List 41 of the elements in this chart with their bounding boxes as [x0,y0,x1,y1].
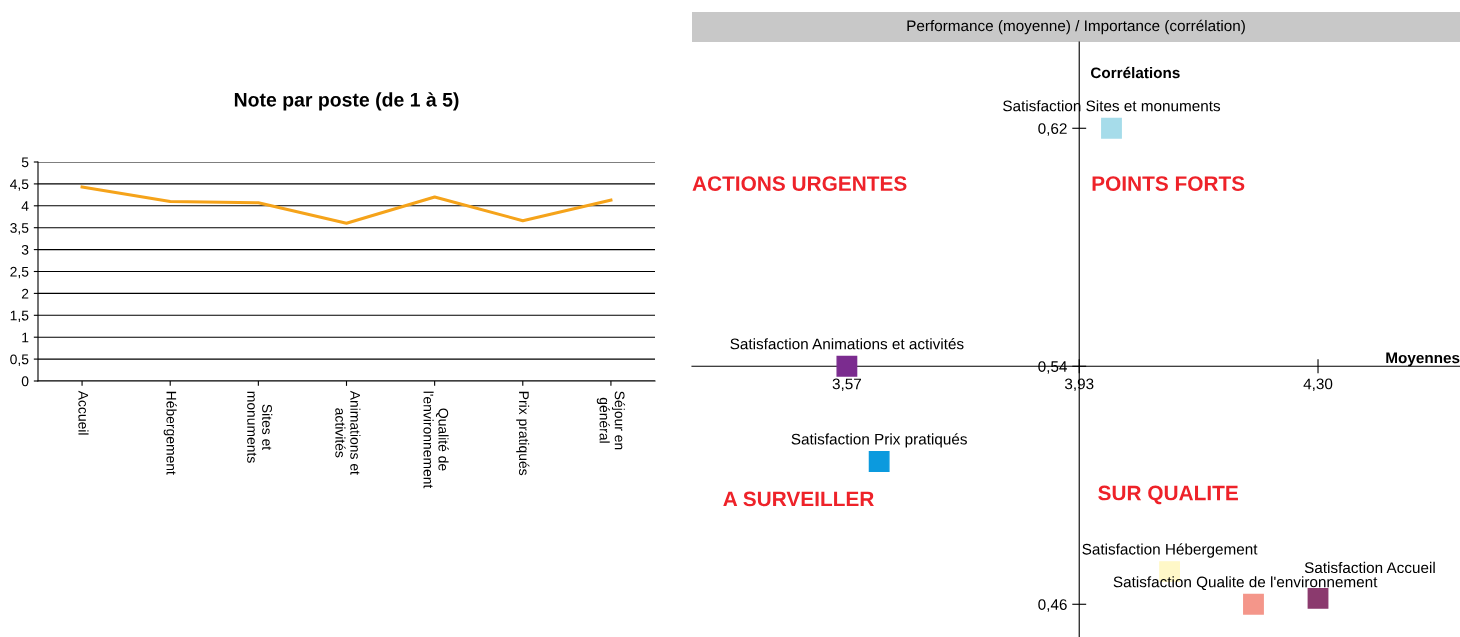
y-tick-label: 4,5 [9,179,29,191]
y-tick-label: 0,46 [1038,599,1067,612]
series-label: Satisfaction Accueil [1304,561,1435,574]
point [1307,587,1329,609]
point [868,451,890,472]
x-axis-title: Moyennes [1386,352,1460,367]
x-tick-label: Prix pratiqués [516,391,530,476]
x-tick-label: Sites et monuments [247,391,273,463]
annotation: A SURVEILLER [723,491,874,507]
x-tick-label: Animations et activités [335,390,361,475]
point [1101,117,1122,139]
y-tick-label: 1,5 [10,310,29,323]
y-axis-title: Corrélations [1090,66,1180,79]
x-tick-label: Qualité de l'environnement [423,391,449,489]
y-tick-label: 1 [22,332,29,343]
series-label: Satisfaction Prix pratiqués [791,433,967,448]
annotation: ACTIONS URGENTES [692,176,907,191]
x-tick-label: Accueil [78,390,89,435]
series-label: Satisfaction Qualite de l'environnement [1113,576,1378,591]
chart-title: Note par poste (de 1 à 5) [234,92,459,111]
chart-title: Performance (moyenne) / Importance (corrélation) [907,19,1245,35]
y-tick-label: 2,5 [10,266,29,279]
y-tick-label: 4 [21,201,29,211]
annotation: SUR QUALITE [1098,485,1238,505]
y-tick-label: 0,62 [1038,123,1067,136]
y-tick-label: 2 [21,288,29,299]
annotation: POINTS FORTS [1092,176,1245,191]
x-tick-label: 3,57 [832,378,861,392]
series-label: Satisfaction Hébergement [1082,543,1258,558]
y-tick-label: 3 [21,244,29,255]
x-tick-label: Hébergement [163,391,177,475]
y-tick-label: 3,5 [10,223,29,235]
point [1243,593,1264,615]
series-label: Satisfaction Animations et activités [730,337,964,350]
x-tick-label: 4,30 [1303,378,1333,392]
point [836,355,858,377]
line-series [80,185,613,225]
y-tick-label: 0 [21,376,29,387]
x-tick-label: Séjour en général [596,391,626,450]
y-tick-label: 5 [21,157,29,168]
y-tick-label: 0,5 [10,354,29,366]
